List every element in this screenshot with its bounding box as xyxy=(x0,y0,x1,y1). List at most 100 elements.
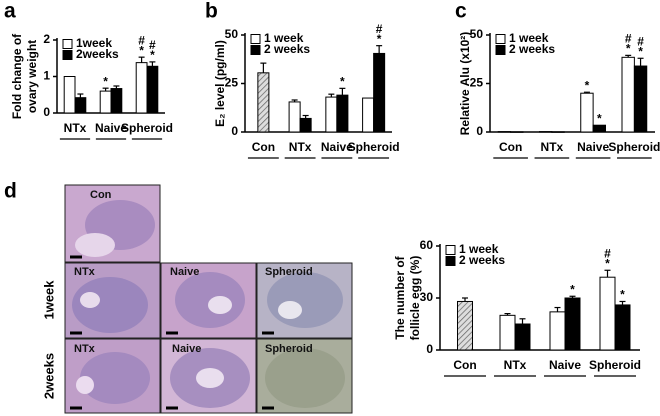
significance-mark: * xyxy=(605,256,610,270)
y-tick-label: 30 xyxy=(420,290,434,304)
bar xyxy=(146,65,159,114)
significance-mark: * xyxy=(340,75,345,89)
x-tick-label: NTx xyxy=(289,140,312,154)
micrograph-label: NTx xyxy=(74,343,96,355)
micrograph-label: Spheroid xyxy=(265,343,313,355)
bar xyxy=(99,90,112,114)
y-tick-label: 50 xyxy=(470,27,484,41)
x-tick-label: Naive xyxy=(95,121,127,135)
micrograph: Naive xyxy=(160,338,257,414)
legend-swatch xyxy=(495,45,506,55)
panel-label: d xyxy=(4,180,17,203)
bar xyxy=(373,52,386,133)
legend-swatch xyxy=(62,39,73,49)
y-tick-label: 1 xyxy=(43,69,50,83)
bar xyxy=(497,131,512,133)
bar xyxy=(549,311,566,351)
significance-mark: * xyxy=(103,74,108,88)
x-tick-label: NTx xyxy=(504,358,527,372)
significance-mark: # xyxy=(625,32,632,46)
bar xyxy=(564,297,581,351)
y-tick-label: 2 xyxy=(43,32,50,46)
micrograph: NTx xyxy=(64,338,161,414)
x-tick-label: Spheroid xyxy=(121,121,173,135)
legend-swatch xyxy=(445,245,456,255)
legend-swatch xyxy=(62,50,73,60)
y-tick-label: 0 xyxy=(426,342,433,356)
bar xyxy=(74,97,87,114)
significance-mark: # xyxy=(149,38,156,52)
legend-label: 1 week xyxy=(264,31,304,45)
bar xyxy=(457,300,473,351)
panel-label: a xyxy=(4,0,16,23)
bar xyxy=(299,117,312,133)
bar xyxy=(63,76,76,114)
x-tick-label: Naive xyxy=(549,358,581,372)
y-tick-label: 50 xyxy=(225,27,239,41)
bar xyxy=(336,94,349,133)
micrograph-label: Naive xyxy=(170,266,199,278)
legend-label: 1week xyxy=(76,36,112,50)
significance-mark: * xyxy=(620,288,625,302)
row-label: 1week xyxy=(41,280,56,320)
y-tick-label: 25 xyxy=(225,76,239,90)
significance-mark: # xyxy=(604,246,611,260)
x-tick-label: NTx xyxy=(64,121,87,135)
legend-label: 2 weeks xyxy=(459,253,505,267)
significance-mark: * xyxy=(570,282,575,296)
panel-label: b xyxy=(205,0,218,23)
significance-mark: * xyxy=(150,48,155,62)
legend-label: 2 weeks xyxy=(264,42,310,56)
micrograph: Naive xyxy=(160,262,257,339)
y-axis-label: ovary weight xyxy=(25,40,39,113)
bar xyxy=(514,323,531,351)
x-tick-label: Naive xyxy=(321,140,353,154)
row-label: 2weeks xyxy=(41,353,56,399)
bar xyxy=(110,88,123,114)
bar xyxy=(135,62,148,114)
bar xyxy=(580,92,594,133)
bar xyxy=(551,131,565,133)
micrograph: NTx xyxy=(64,262,161,339)
significance-mark: # xyxy=(376,22,383,36)
x-tick-label: Spheroid xyxy=(348,140,400,154)
significance-mark: * xyxy=(597,111,602,125)
legend-label: 1 week xyxy=(509,31,549,45)
significance-mark: * xyxy=(626,42,631,56)
bar xyxy=(499,314,516,351)
significance-mark: * xyxy=(638,44,643,58)
legend-swatch xyxy=(495,34,506,44)
significance-mark: # xyxy=(637,34,644,48)
micrograph-label: Naive xyxy=(172,343,201,355)
bar xyxy=(325,96,338,133)
y-axis-label: The number of xyxy=(393,255,407,339)
x-tick-label: Con xyxy=(453,358,476,372)
y-tick-label: 60 xyxy=(420,238,434,252)
bar xyxy=(510,131,524,133)
y-tick-label: 25 xyxy=(470,76,484,90)
y-tick-label: 0 xyxy=(231,124,238,138)
x-tick-label: Spheroid xyxy=(589,358,641,372)
micrograph-label: NTx xyxy=(74,266,96,278)
micrograph-label: Con xyxy=(90,189,112,201)
bar xyxy=(539,131,553,133)
legend-swatch xyxy=(445,256,456,266)
significance-mark: # xyxy=(138,33,145,47)
bar xyxy=(614,304,631,351)
bar xyxy=(362,97,375,133)
x-tick-label: Con xyxy=(252,140,275,154)
x-tick-label: Naive xyxy=(577,140,609,154)
x-tick-label: Con xyxy=(499,140,522,154)
micrograph: Spheroid xyxy=(256,338,353,414)
legend-swatch xyxy=(250,34,261,44)
bar xyxy=(257,72,270,133)
legend-label: 2 weeks xyxy=(509,42,555,56)
y-axis-label: E₂ level (pg/ml) xyxy=(213,40,227,127)
significance-mark: * xyxy=(139,43,144,57)
y-axis-label: follicle egg (%) xyxy=(408,256,422,341)
y-tick-label: 0 xyxy=(43,105,50,119)
significance-mark: * xyxy=(585,78,590,92)
y-tick-label: 0 xyxy=(476,124,483,138)
x-tick-label: Spheroid xyxy=(608,140,660,154)
